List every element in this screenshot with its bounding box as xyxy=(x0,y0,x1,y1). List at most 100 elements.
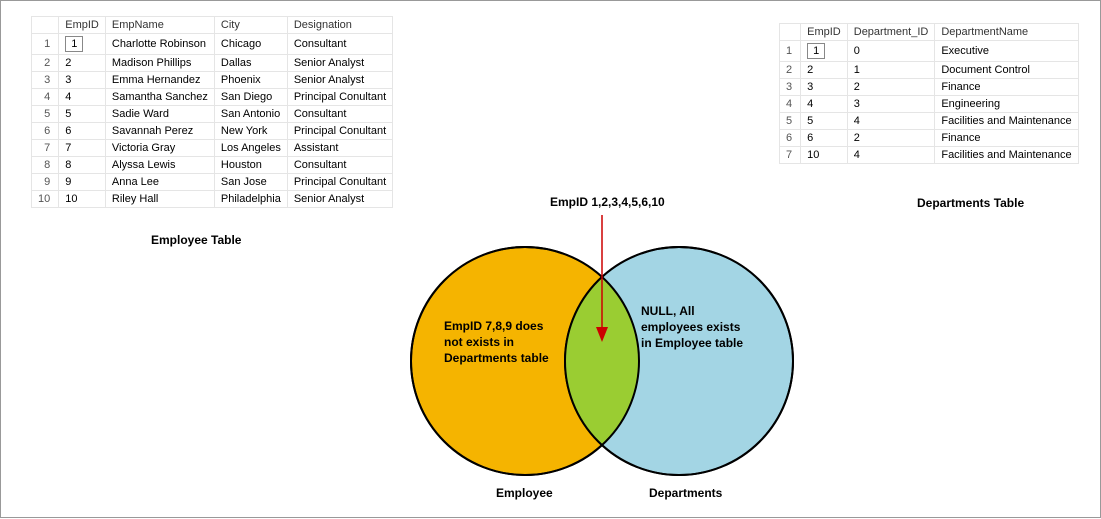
cell: Houston xyxy=(214,157,287,174)
cell: Victoria Gray xyxy=(105,140,214,157)
cell: 4 xyxy=(801,96,848,113)
venn-left-text: EmpID 7,8,9 does not exists in Departmen… xyxy=(444,318,554,367)
row-number: 2 xyxy=(32,55,59,72)
col-header: EmpID xyxy=(59,17,106,34)
venn-overlap xyxy=(565,247,793,475)
table-row: 443Engineering xyxy=(780,96,1079,113)
table-row: 33Emma HernandezPhoenixSenior Analyst xyxy=(32,72,393,89)
cell: 3 xyxy=(847,96,935,113)
table-row: 77Victoria GrayLos AngelesAssistant xyxy=(32,140,393,157)
cell: Principal Conultant xyxy=(287,123,392,140)
cell: San Antonio xyxy=(214,106,287,123)
cell: Senior Analyst xyxy=(287,55,392,72)
cell: 2 xyxy=(59,55,106,72)
cell: 2 xyxy=(847,130,935,147)
cell: 5 xyxy=(59,106,106,123)
cell: 3 xyxy=(59,72,106,89)
cell: Finance xyxy=(935,130,1078,147)
cell: 3 xyxy=(801,79,848,96)
row-number: 4 xyxy=(780,96,801,113)
venn-arrow-label: EmpID 1,2,3,4,5,6,10 xyxy=(550,195,665,209)
venn-right-text: NULL, All employees exists in Employee t… xyxy=(641,303,751,352)
row-number: 3 xyxy=(780,79,801,96)
cell: Principal Conultant xyxy=(287,174,392,191)
venn-left-label: Employee xyxy=(496,486,553,500)
row-number: 2 xyxy=(780,62,801,79)
cell: Facilities and Maintenance xyxy=(935,113,1078,130)
col-header: DepartmentName xyxy=(935,24,1078,41)
cell: 10 xyxy=(801,147,848,164)
table-row: 7104Facilities and Maintenance xyxy=(780,147,1079,164)
cell: 6 xyxy=(801,130,848,147)
cell: 7 xyxy=(59,140,106,157)
cell: 1 xyxy=(801,41,848,62)
cell: Riley Hall xyxy=(105,191,214,208)
row-number: 5 xyxy=(32,106,59,123)
cell: Dallas xyxy=(214,55,287,72)
venn-right-outline xyxy=(565,247,793,475)
cell: Principal Conultant xyxy=(287,89,392,106)
venn-right-label: Departments xyxy=(649,486,722,500)
departments-table-caption: Departments Table xyxy=(917,196,1024,210)
cell: Los Angeles xyxy=(214,140,287,157)
cell: New York xyxy=(214,123,287,140)
cell: Savannah Perez xyxy=(105,123,214,140)
row-number: 6 xyxy=(780,130,801,147)
table-row: 110Executive xyxy=(780,41,1079,62)
row-number: 10 xyxy=(32,191,59,208)
employee-table-caption: Employee Table xyxy=(151,233,241,247)
row-number: 8 xyxy=(32,157,59,174)
cell: Chicago xyxy=(214,34,287,55)
cell: 4 xyxy=(847,113,935,130)
cell: 6 xyxy=(59,123,106,140)
cell: Samantha Sanchez xyxy=(105,89,214,106)
cell: Sadie Ward xyxy=(105,106,214,123)
cell: 10 xyxy=(59,191,106,208)
cell: Executive xyxy=(935,41,1078,62)
row-header-blank xyxy=(32,17,59,34)
cell: Madison Phillips xyxy=(105,55,214,72)
venn-right-circle xyxy=(565,247,793,475)
table-row: 1010Riley HallPhiladelphiaSenior Analyst xyxy=(32,191,393,208)
cell: Consultant xyxy=(287,34,392,55)
row-number: 4 xyxy=(32,89,59,106)
col-header: EmpName xyxy=(105,17,214,34)
col-header: Department_ID xyxy=(847,24,935,41)
table-row: 332Finance xyxy=(780,79,1079,96)
cell: Philadelphia xyxy=(214,191,287,208)
table-row: 88Alyssa LewisHoustonConsultant xyxy=(32,157,393,174)
cell: 2 xyxy=(847,79,935,96)
row-number: 7 xyxy=(780,147,801,164)
row-number: 1 xyxy=(780,41,801,62)
cell: 8 xyxy=(59,157,106,174)
cell: 2 xyxy=(801,62,848,79)
cell: Anna Lee xyxy=(105,174,214,191)
row-number: 5 xyxy=(780,113,801,130)
cell: 5 xyxy=(801,113,848,130)
table-row: 66Savannah PerezNew YorkPrincipal Conult… xyxy=(32,123,393,140)
col-header: City xyxy=(214,17,287,34)
cell: San Jose xyxy=(214,174,287,191)
table-row: 44Samantha SanchezSan DiegoPrincipal Con… xyxy=(32,89,393,106)
table-row: 221Document Control xyxy=(780,62,1079,79)
row-header-blank xyxy=(780,24,801,41)
row-number: 3 xyxy=(32,72,59,89)
table-row: 662Finance xyxy=(780,130,1079,147)
cell: Senior Analyst xyxy=(287,72,392,89)
cell: 1 xyxy=(59,34,106,55)
row-number: 6 xyxy=(32,123,59,140)
row-number: 1 xyxy=(32,34,59,55)
cell: Assistant xyxy=(287,140,392,157)
cell: Phoenix xyxy=(214,72,287,89)
cell: Engineering xyxy=(935,96,1078,113)
cell: 4 xyxy=(847,147,935,164)
employee-table: EmpID EmpName City Designation 11Charlot… xyxy=(31,16,393,208)
table-row: 11Charlotte RobinsonChicagoConsultant xyxy=(32,34,393,55)
cell: Alyssa Lewis xyxy=(105,157,214,174)
cell: Emma Hernandez xyxy=(105,72,214,89)
table-row: 99Anna LeeSan JosePrincipal Conultant xyxy=(32,174,393,191)
cell: Consultant xyxy=(287,157,392,174)
table-header-row: EmpID Department_ID DepartmentName xyxy=(780,24,1079,41)
cell: Charlotte Robinson xyxy=(105,34,214,55)
row-number: 7 xyxy=(32,140,59,157)
